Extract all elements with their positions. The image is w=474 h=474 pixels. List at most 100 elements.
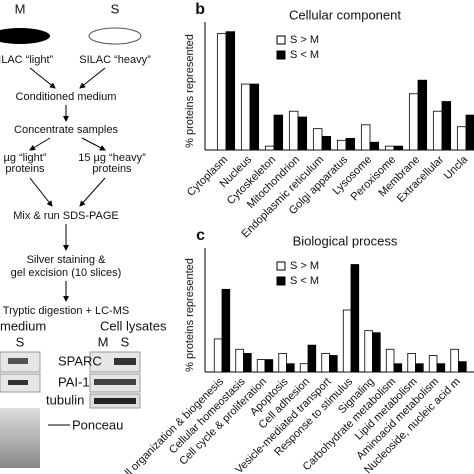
bar [450,348,459,373]
step: µg “light” [3,152,46,164]
legend-label: S < M [290,275,319,287]
step: Conditioned medium [16,91,117,103]
chart-title: Cellular component [289,7,401,22]
bar [264,145,275,151]
bar [417,79,428,151]
band [8,380,28,385]
bar [299,363,309,373]
dish [88,27,142,45]
bar [415,363,424,373]
bar [256,359,266,373]
bar [393,363,403,373]
y-axis-label: % proteins represented [184,34,196,148]
step: gel excision (10 slices) [11,267,122,279]
bar [385,348,395,373]
bar [441,101,452,151]
band [8,358,28,364]
y-axis-label: % proteins represented [184,258,196,372]
bar [216,33,227,151]
bar [360,124,371,151]
arrow [79,67,106,89]
band-label: SPARC [58,353,102,368]
bar [213,338,223,373]
bar [312,128,323,151]
step: proteins [92,163,132,175]
chart-title: Biological process [293,233,398,248]
bar [336,139,347,151]
lane-label: M [98,334,109,349]
bar [384,145,395,151]
bar [321,352,330,373]
step: Silver staining & [27,254,107,266]
bar [456,126,467,151]
step: 15 µg “heavy” [78,152,146,164]
bar [407,352,416,373]
bar [249,83,260,151]
legend-swatch [276,276,286,286]
bar [458,361,467,373]
band [114,358,136,365]
legend-label: S < M [290,49,319,61]
step: Concentrate samples [14,124,118,136]
lane-label: S [16,334,25,349]
blot-title: Cell lysates [100,318,167,333]
bar [286,363,295,373]
bar [436,363,446,373]
bar [428,355,438,373]
bar [240,83,251,151]
bar [321,136,332,151]
dish [0,28,50,44]
legend-label: S > M [290,34,319,46]
blots: medium Cell lysates S M S SPARC PAI-1 tu… [0,318,167,468]
step: Mix & run SDS-PAGE [13,210,119,222]
bar [307,344,317,373]
band [94,398,136,404]
label: SILAC “light” [0,54,54,66]
blot-title: medium [0,318,46,333]
legend-swatch [276,261,286,271]
bar [369,141,380,151]
bar [465,114,474,151]
arrow [29,177,53,207]
panel-label: c [196,227,205,244]
panel-label: b [195,1,205,18]
arrow [81,137,106,151]
blot [0,408,40,468]
bar [264,359,274,373]
bar [273,114,284,151]
bar [221,288,231,373]
bar [297,116,308,151]
arrow [29,137,51,151]
lane-label: S [121,334,130,349]
bar [408,93,419,151]
arrow [79,177,106,207]
bar [329,355,338,373]
dish-label: M [15,1,26,16]
step: proteins [5,163,45,175]
arrow [29,67,56,89]
bar [432,110,443,151]
legend-swatch [276,35,286,45]
legend-swatch [276,50,286,60]
label: SILAC “heavy” [79,54,151,66]
bar [345,137,356,151]
band-label: tubulin [46,392,84,407]
bar [235,348,244,373]
legend-label: S > M [290,260,319,272]
bar [350,264,360,373]
band [94,379,136,385]
dish-label: S [111,1,120,16]
workflow: M S SILAC “light” SILAC “heavy” Conditio… [0,1,151,317]
bar [372,332,381,373]
bar [225,31,236,151]
bar [288,110,299,151]
bar [243,352,252,373]
bar [342,309,352,373]
step: Tryptic digestion + LC-MS [3,305,129,317]
bar [364,330,373,373]
band-label: Ponceau [72,417,123,432]
bar [393,145,404,151]
x-tick-label: Uncla [442,153,471,182]
bar [278,352,287,373]
